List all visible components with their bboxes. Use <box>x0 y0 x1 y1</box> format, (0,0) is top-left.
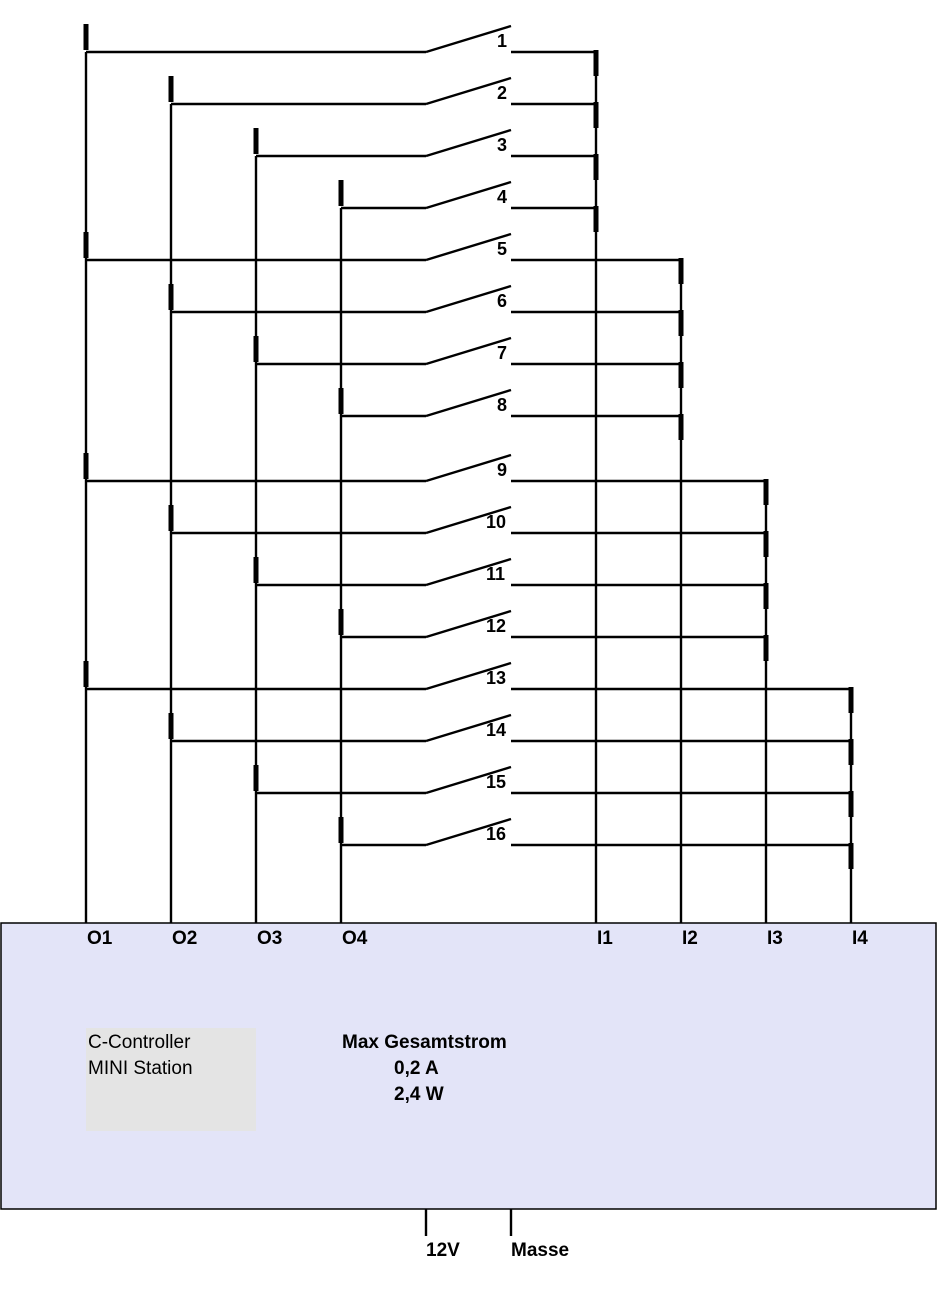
switch-16-label: 16 <box>486 824 506 844</box>
switch-11-input-junction <box>763 583 769 609</box>
switch-2-label: 2 <box>497 83 507 103</box>
terminal-label-o2: O2 <box>172 928 197 949</box>
switch-6-label: 6 <box>497 291 507 311</box>
switch-10-output-junction <box>168 505 174 531</box>
switch-5-input-junction <box>678 258 684 284</box>
switch-1-blade <box>425 24 512 54</box>
switch-13-label: 13 <box>486 668 506 688</box>
switch-13-blade <box>425 661 512 691</box>
switch-6-blade <box>425 284 512 314</box>
switch-13-input-junction <box>848 687 854 713</box>
terminal-label-i3: I3 <box>767 928 783 949</box>
switch-12-input-junction <box>763 635 769 661</box>
switch-12-label: 12 <box>486 616 506 636</box>
switch-11-blade <box>425 557 512 587</box>
switch-7-blade <box>425 336 512 366</box>
switch-14-blade <box>425 713 512 743</box>
switch-15-blade <box>425 765 512 795</box>
pin-12v-label: 12V <box>426 1240 460 1261</box>
switch-9-blade <box>425 453 512 483</box>
switch-4-input-junction <box>593 206 599 232</box>
switch-3-blade <box>425 128 512 158</box>
switch-1-input-junction <box>593 50 599 76</box>
switch-14-input-junction <box>848 739 854 765</box>
switch-8-label: 8 <box>497 395 507 415</box>
switch-4-label: 4 <box>497 187 507 207</box>
switch-1-label: 1 <box>497 31 507 51</box>
switch-11-label: 11 <box>486 564 505 584</box>
switch-12-blade <box>425 609 512 639</box>
switch-10-input-junction <box>763 531 769 557</box>
switch-4-output-junction <box>338 180 344 206</box>
switch-6-output-junction <box>168 284 174 310</box>
terminal-label-o1: O1 <box>87 928 113 949</box>
switch-12-output-junction <box>338 609 344 635</box>
switch-16-input-junction <box>848 843 854 869</box>
switch-14-output-junction <box>168 713 174 739</box>
terminal-label-o4: O4 <box>342 928 368 949</box>
controller-name-line1: C-Controller <box>88 1032 191 1053</box>
switch-4-blade <box>425 180 512 210</box>
spec-current: 0,2 A <box>394 1058 439 1079</box>
switch-3-input-junction <box>593 154 599 180</box>
switch-15-output-junction <box>253 765 259 791</box>
switch-8-blade <box>425 388 512 418</box>
switch-7-input-junction <box>678 362 684 388</box>
spec-power: 2,4 W <box>394 1084 444 1105</box>
terminal-label-i1: I1 <box>597 928 613 949</box>
switch-8-output-junction <box>338 388 344 414</box>
switch-13-output-junction <box>83 661 89 687</box>
switch-16-blade <box>425 817 512 847</box>
switch-7-label: 7 <box>497 343 507 363</box>
switch-3-label: 3 <box>497 135 507 155</box>
switch-3-output-junction <box>253 128 259 154</box>
terminal-label-i2: I2 <box>682 928 698 949</box>
terminal-label-i4: I4 <box>852 928 868 949</box>
switch-11-output-junction <box>253 557 259 583</box>
spec-title: Max Gesamtstrom <box>342 1032 507 1053</box>
pin-masse-label: Masse <box>511 1240 569 1261</box>
switch-15-label: 15 <box>486 772 506 792</box>
switch-8-input-junction <box>678 414 684 440</box>
switch-5-output-junction <box>83 232 89 258</box>
wires-layer <box>83 24 854 923</box>
switch-15-input-junction <box>848 791 854 817</box>
switch-14-label: 14 <box>486 720 506 740</box>
switch-6-input-junction <box>678 310 684 336</box>
switch-5-blade <box>425 232 512 262</box>
switch-10-blade <box>425 505 512 535</box>
switch-2-output-junction <box>168 76 174 102</box>
controller-name-panel <box>86 1028 256 1131</box>
switch-2-input-junction <box>593 102 599 128</box>
terminal-label-o3: O3 <box>257 928 282 949</box>
switch-10-label: 10 <box>486 512 506 532</box>
switch-9-output-junction <box>83 453 89 479</box>
switch-9-input-junction <box>763 479 769 505</box>
controller-name-line2: MINI Station <box>88 1058 193 1079</box>
switch-5-label: 5 <box>497 239 507 259</box>
switch-1-output-junction <box>83 24 89 50</box>
switch-16-output-junction <box>338 817 344 843</box>
switch-2-blade <box>425 76 512 106</box>
switch-9-label: 9 <box>497 460 507 480</box>
switch-7-output-junction <box>253 336 259 362</box>
